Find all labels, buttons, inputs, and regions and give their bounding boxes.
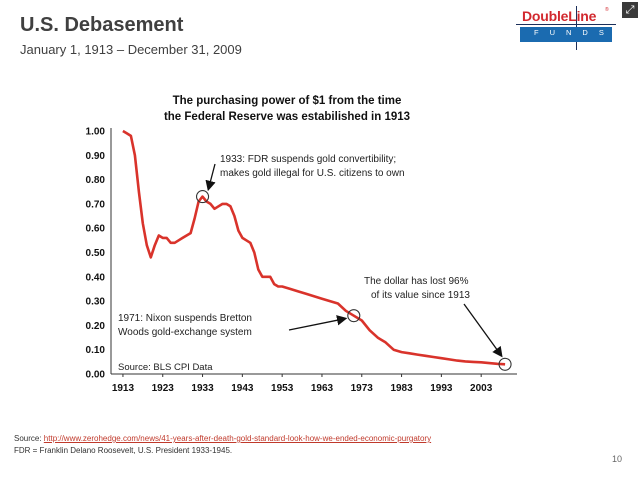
logo-brand: DoubleLine [522, 8, 597, 24]
y-axis-ticks: 1.00 0.90 0.80 0.70 0.60 0.50 0.40 0.30 0.20 0.10… [86, 127, 106, 381]
logo-funds: FUNDS [534, 28, 615, 37]
x-tick-label: 1923 [152, 383, 175, 394]
annotation-1933-line-2: makes gold illegal for U.S. citizens to … [220, 168, 405, 179]
y-tick-label: 0.90 [86, 151, 106, 162]
arrow-1971 [288, 315, 348, 331]
slide-subtitle: January 1, 1913 – December 31, 2009 [20, 42, 242, 57]
y-tick-label: 0.40 [86, 272, 106, 283]
source-link[interactable]: http://www.zerohedge.com/news/41-years-a… [43, 434, 432, 443]
expand-icon[interactable]: ⤢ [622, 2, 638, 18]
series-layer [122, 129, 506, 366]
chart-axes [110, 128, 517, 375]
logo-divider-horizontal [516, 24, 616, 25]
highlight-marker [347, 309, 361, 323]
footnote: FDR = Franklin Delano Roosevelt, U.S. Pr… [14, 446, 233, 455]
x-tick-label: 1913 [112, 383, 135, 394]
x-tick-label: 1993 [430, 383, 453, 394]
chart-source-note: Source: BLS CPI Data [118, 362, 213, 373]
x-tick-label: 2003 [470, 383, 493, 394]
y-tick-label: 0.50 [86, 248, 106, 259]
series-line-0 [122, 129, 506, 366]
y-tick-label: 0.70 [86, 199, 106, 210]
source-line: Source: http://www.zerohedge.com/news/41… [14, 434, 431, 443]
chart-title-line-2: the Federal Reserve was estabilished in … [164, 111, 410, 123]
y-tick-label: 0.20 [86, 321, 106, 332]
x-tick-label: 1943 [231, 383, 254, 394]
logo-bar [520, 27, 612, 42]
chart: The purchasing power of $1 from the time… [62, 84, 520, 406]
slide-title: U.S. Debasement [20, 14, 184, 36]
y-tick-label: 0.00 [86, 370, 106, 381]
arrow-2009 [463, 303, 503, 358]
marker-layer [195, 190, 512, 371]
annotation-loss-line-1: The dollar has lost 96% [364, 276, 469, 287]
annotation-1933-line-1: 1933: FDR suspends gold convertibility; [220, 154, 396, 165]
y-tick-label: 0.80 [86, 175, 106, 186]
arrow-layer [205, 163, 503, 358]
annotation-1971-line-2: Woods gold-exchange system [118, 327, 252, 338]
y-tick-label: 0.30 [86, 297, 106, 308]
y-tick-label: 1.00 [86, 127, 106, 138]
x-tick-label: 1983 [390, 383, 413, 394]
chart-title-line-1: The purchasing power of $1 from the time [173, 95, 402, 107]
doubleline-logo: DoubleLine ® FUNDS [516, 4, 616, 50]
x-axis-ticks: 1913 1923 1933 1943 1953 1963 1973 1983 1993 2003 [112, 374, 493, 394]
highlight-marker [195, 190, 210, 204]
x-tick-label: 1953 [271, 383, 294, 394]
logo-registered-mark: ® [605, 7, 609, 13]
y-tick-label: 0.60 [86, 224, 106, 235]
arrow-1933 [205, 163, 216, 192]
highlight-marker [498, 357, 512, 371]
annotation-loss-line-2: of its value since 1913 [371, 290, 470, 301]
x-tick-label: 1933 [191, 383, 214, 394]
y-tick-label: 0.10 [86, 345, 106, 356]
chart-svg: The purchasing power of $1 from the time… [86, 95, 517, 394]
annotation-1971-line-1: 1971: Nixon suspends Bretton [118, 313, 252, 324]
x-tick-label: 1963 [311, 383, 334, 394]
x-tick-label: 1973 [351, 383, 374, 394]
source-label: Source: [14, 434, 44, 443]
page-number: 10 [612, 454, 623, 464]
